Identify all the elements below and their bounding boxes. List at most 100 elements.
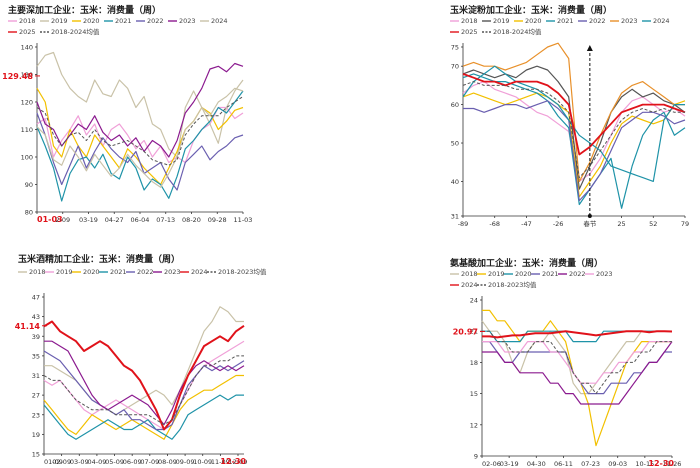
- x-tick-label: -26: [553, 220, 564, 228]
- series-line: [36, 51, 244, 158]
- end-date-label: 12-30: [220, 457, 246, 466]
- current-value-label: 129.48: [2, 72, 33, 81]
- legend-label: 2023: [179, 17, 196, 25]
- x-tick-label: 10-09: [193, 458, 212, 466]
- legend-label: 2024: [191, 268, 208, 276]
- series-line: [482, 330, 672, 395]
- legend-label: 2019: [56, 268, 73, 276]
- chart-panel-1: 主要深加工企业：玉米：消费量（周） 2018 2019 2020 2021 2022 202…: [0, 0, 350, 234]
- x-tick-label: 2-09: [55, 216, 70, 224]
- legend-label: 2020: [525, 17, 542, 25]
- legend-label: 2021: [115, 17, 132, 25]
- series-line: [36, 87, 244, 188]
- marker-arrowhead: [586, 45, 593, 51]
- x-tick-label: 09-28: [208, 216, 227, 224]
- y-tick-label: 31: [451, 213, 459, 221]
- y-tick-label: 47: [32, 294, 40, 302]
- legend-label: 2020: [83, 17, 100, 25]
- series-line: [43, 374, 244, 440]
- x-tick-label: 52: [649, 220, 657, 228]
- legend-label: 2019: [488, 270, 505, 278]
- y-tick-label: 15: [470, 390, 478, 398]
- x-tick-label: 11-26: [663, 460, 682, 468]
- x-tick-label: 03-19: [79, 216, 98, 224]
- legend-label: 2025: [461, 28, 478, 36]
- y-tick-label: 18: [470, 359, 478, 367]
- series-line: [36, 96, 244, 166]
- x-tick-label: 08-09: [158, 458, 177, 466]
- x-tick-label: 05-09: [105, 458, 124, 466]
- chart-svg-4: 氨基酸加工企业：玉米：消费量（周）2018 2019 2020 2021 2022 202…: [450, 257, 682, 468]
- series-line: [36, 62, 244, 158]
- x-tick-label: 10-15: [635, 460, 654, 468]
- current-value-label: 20.97: [453, 328, 478, 337]
- legend-label: 2022: [589, 17, 606, 25]
- x-tick-label: 09-03: [608, 460, 627, 468]
- series-line: [462, 73, 686, 209]
- y-tick-label: 110: [21, 126, 33, 134]
- chart-title: 玉米酒精加工企业：玉米：消费量（周）: [18, 253, 180, 265]
- legend-label: 2024: [653, 17, 670, 25]
- legend-label: 2018-2024均值: [51, 27, 100, 36]
- legend-label: 2018-2023均值: [488, 280, 537, 289]
- y-tick-label: 40: [451, 178, 459, 186]
- y-tick-label: 31: [32, 372, 40, 380]
- y-tick-label: 21: [470, 328, 478, 336]
- legend-label: 2021: [542, 270, 559, 278]
- x-tick-label: 08-20: [182, 216, 201, 224]
- y-tick-label: 12: [470, 421, 478, 429]
- series-line: [36, 90, 244, 202]
- y-tick-label: 120: [21, 99, 33, 107]
- chart-panel-3: 玉米酒精加工企业：玉米：消费量（周） 2018 2019 2020 2021 2022 20…: [0, 234, 350, 468]
- chart-svg-2: 玉米淀粉加工企业：玉米：消费量（周）2018 2019 2020 2021 2022 20…: [450, 4, 689, 228]
- legend-label: 2019: [51, 17, 68, 25]
- y-tick-label: 35: [32, 352, 40, 360]
- legend-label: 2018: [461, 270, 478, 278]
- current-value-label: 41.14: [15, 322, 41, 331]
- chart-svg-1: 主要深加工企业：玉米：消费量（周）2018 2019 2020 2021 2022 202…: [2, 4, 252, 224]
- chart-panel-2: 玉米淀粉加工企业：玉米：消费量（周） 2018 2019 2020 2021 2022 20…: [350, 0, 700, 234]
- series-line: [462, 73, 686, 156]
- legend-label: 2025: [19, 28, 36, 36]
- x-tick-label: 03-19: [500, 460, 519, 468]
- x-tick-label: -47: [521, 220, 532, 228]
- y-tick-label: 130: [21, 71, 33, 79]
- legend-label: 2021: [110, 268, 127, 276]
- chart-title: 主要深加工企业：玉米：消费量（周）: [8, 4, 161, 16]
- series-line: [482, 341, 673, 405]
- legend-label: 2022: [137, 268, 154, 276]
- y-tick-label: 15: [32, 451, 40, 459]
- x-tick-label: 06-11: [554, 460, 573, 468]
- x-tick-label: 25: [617, 220, 625, 228]
- y-tick-label: 90: [25, 181, 33, 189]
- x-tick-label: 12-09: [229, 458, 248, 466]
- legend-label: 2019: [493, 17, 510, 25]
- chart-title: 氨基酸加工企业：玉米：消费量（周）: [450, 257, 603, 269]
- x-tick-label: 04-09: [87, 458, 106, 466]
- y-tick-label: 60: [451, 101, 459, 109]
- x-tick-label: 04-30: [527, 460, 546, 468]
- y-tick-label: 140: [21, 44, 33, 52]
- y-tick-label: 23: [32, 411, 40, 419]
- legend-label: 2020: [515, 270, 532, 278]
- end-date-label: 12-30: [648, 459, 674, 468]
- x-tick-label: 11-09: [211, 458, 230, 466]
- legend-label: 2018: [19, 17, 36, 25]
- y-tick-label: 50: [451, 140, 459, 148]
- x-tick-label: 04-27: [105, 216, 124, 224]
- y-tick-label: 70: [451, 63, 459, 71]
- series-line: [463, 100, 686, 202]
- series-line: [482, 330, 673, 339]
- y-tick-label: 75: [451, 44, 459, 52]
- series-line: [44, 340, 245, 426]
- y-tick-label: 24: [470, 297, 478, 305]
- series-line: [36, 112, 244, 191]
- x-tick-label: -68: [489, 220, 500, 228]
- x-tick-label: 07-13: [156, 216, 175, 224]
- x-tick-label: 07-09: [140, 458, 159, 466]
- y-tick-label: 27: [32, 392, 40, 400]
- y-tick-label: 80: [25, 209, 33, 217]
- legend-label: 2023: [596, 270, 613, 278]
- x-tick-label: 春节: [583, 219, 597, 228]
- legend-label: 2018-2024均值: [493, 27, 542, 36]
